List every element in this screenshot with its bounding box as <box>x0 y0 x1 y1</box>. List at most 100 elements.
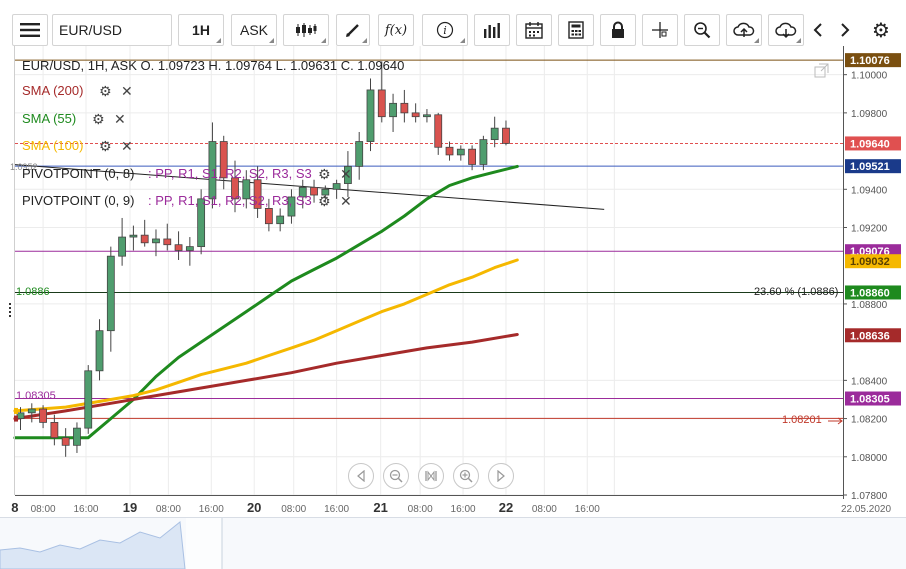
info-icon[interactable]: i <box>422 14 468 46</box>
price-labels: 1.100761.096401.095211.090761.090321.088… <box>14 53 901 422</box>
candle-body <box>321 188 330 196</box>
timeframe-select[interactable]: 1H <box>178 14 224 46</box>
x-tick-label: 08:00 <box>408 504 433 515</box>
zoom-icon[interactable] <box>684 14 720 46</box>
y-tick-label: 1.09400 <box>851 185 888 196</box>
x-tick-label: 16:00 <box>575 504 600 515</box>
crosshair-icon[interactable] <box>642 14 678 46</box>
candle-body <box>377 89 386 118</box>
x-tick-label: 16:00 <box>73 504 98 515</box>
chart-toolbar: EUR/USD 1H ASK f(x) i ⚙ <box>0 0 906 46</box>
symbol-input[interactable]: EUR/USD <box>52 14 172 46</box>
left-tag-sma100 <box>14 407 18 414</box>
x-tick-label: 8 <box>11 500 18 515</box>
price-type-select[interactable]: ASK <box>231 14 277 46</box>
expand-icon[interactable] <box>813 62 831 80</box>
chevron-right-icon[interactable] <box>832 14 858 46</box>
gear-icon[interactable]: ⚙ <box>318 193 331 209</box>
candle-body <box>400 102 409 114</box>
close-icon[interactable]: ✕ <box>114 111 126 127</box>
y-tick-label: 1.08800 <box>851 300 888 311</box>
y-tick-label: 1.10000 <box>851 71 888 82</box>
timeframe-value: 1H <box>192 22 210 38</box>
price-label-text: 1.09032 <box>850 256 890 268</box>
candle-body <box>479 139 488 165</box>
candle-body <box>16 412 25 419</box>
close-icon[interactable]: ✕ <box>340 166 352 182</box>
candle-body <box>208 141 217 200</box>
candle-body <box>332 183 341 190</box>
drag-handle-dot <box>9 311 11 313</box>
lock-icon[interactable] <box>600 14 636 46</box>
y-tick-label: 1.08200 <box>851 415 888 426</box>
hamburger-icon[interactable] <box>12 14 48 46</box>
drag-handle-dot <box>9 315 11 317</box>
scroll-left-button[interactable] <box>348 463 374 489</box>
candle-body <box>27 408 36 414</box>
sma200-label[interactable]: SMA (200) <box>22 83 84 98</box>
gear-icon[interactable]: ⚙ <box>92 111 105 127</box>
triangle-right-icon <box>497 470 505 482</box>
candle-body <box>242 179 251 200</box>
candle-body <box>298 186 307 198</box>
gear-icon[interactable]: ⚙ <box>318 166 331 182</box>
sma-line-55 <box>13 164 519 440</box>
candle-body <box>310 186 318 196</box>
zoom-in-button[interactable] <box>453 463 479 489</box>
price-label-box <box>845 391 901 406</box>
gear-icon[interactable]: ⚙ <box>866 14 896 46</box>
fit-icon <box>425 470 437 482</box>
navigator-strip[interactable] <box>0 517 906 569</box>
candle-body <box>163 238 172 246</box>
sma55-label[interactable]: SMA (55) <box>22 111 77 126</box>
candle-body <box>264 208 273 225</box>
candle-body <box>445 146 454 156</box>
x-tick-label: 16:00 <box>199 504 224 515</box>
sma100-label[interactable]: SMA (100) <box>22 138 84 153</box>
candle-body <box>197 198 206 248</box>
sma-line-200 <box>13 333 519 421</box>
chevron-left-icon[interactable] <box>805 14 831 46</box>
triangle-left-icon <box>357 470 365 482</box>
fib-level-label: 23.60 % (1.0886) <box>754 286 839 298</box>
close-icon[interactable]: ✕ <box>121 138 133 154</box>
y-tick-label: 1.08400 <box>851 376 888 387</box>
candle-body <box>118 236 127 257</box>
price-label-text: 1.09640 <box>850 138 890 150</box>
close-icon[interactable]: ✕ <box>340 193 352 209</box>
zoom-out-button[interactable] <box>383 463 409 489</box>
candle-body <box>423 114 431 118</box>
candle-body <box>61 437 70 446</box>
pivot2-label[interactable]: PIVOTPOINT (0, 9) <box>22 193 135 208</box>
draw-pen-icon[interactable] <box>336 14 370 46</box>
x-tick-label: 22 <box>499 500 513 515</box>
candle-body <box>456 148 465 156</box>
hidden-pivot-value: 1.0952 <box>10 162 38 172</box>
function-icon[interactable]: f(x) <box>378 14 414 46</box>
x-tick-label: 08:00 <box>532 504 557 515</box>
price-label-box <box>845 159 901 174</box>
candlestick-icon[interactable] <box>283 14 329 46</box>
fib-left-label: 1.0886 <box>16 286 50 298</box>
x-tick-label: 20 <box>247 500 261 515</box>
pivot1-label[interactable]: PIVOTPOINT (0, 8) <box>22 166 135 181</box>
gear-icon[interactable]: ⚙ <box>99 83 112 99</box>
calendar-icon[interactable] <box>516 14 552 46</box>
horizontal-lines <box>14 59 843 419</box>
gear-icon[interactable]: ⚙ <box>99 138 112 154</box>
cloud-upload-icon[interactable] <box>726 14 762 46</box>
scroll-right-button[interactable] <box>488 463 514 489</box>
close-icon[interactable]: ✕ <box>121 83 133 99</box>
reset-zoom-button[interactable] <box>418 463 444 489</box>
candle-body <box>344 165 352 184</box>
cloud-download-icon[interactable] <box>768 14 804 46</box>
calculator-icon[interactable] <box>558 14 594 46</box>
y-tick-label: 1.08000 <box>851 453 888 464</box>
candle-body <box>174 244 183 251</box>
bar-chart-icon[interactable] <box>474 14 510 46</box>
price-label-text: 1.08305 <box>850 394 890 406</box>
candle-body <box>84 370 93 429</box>
drag-handle-dot <box>9 307 11 309</box>
candle-body <box>276 215 285 225</box>
left-tag-sma200 <box>14 415 18 422</box>
